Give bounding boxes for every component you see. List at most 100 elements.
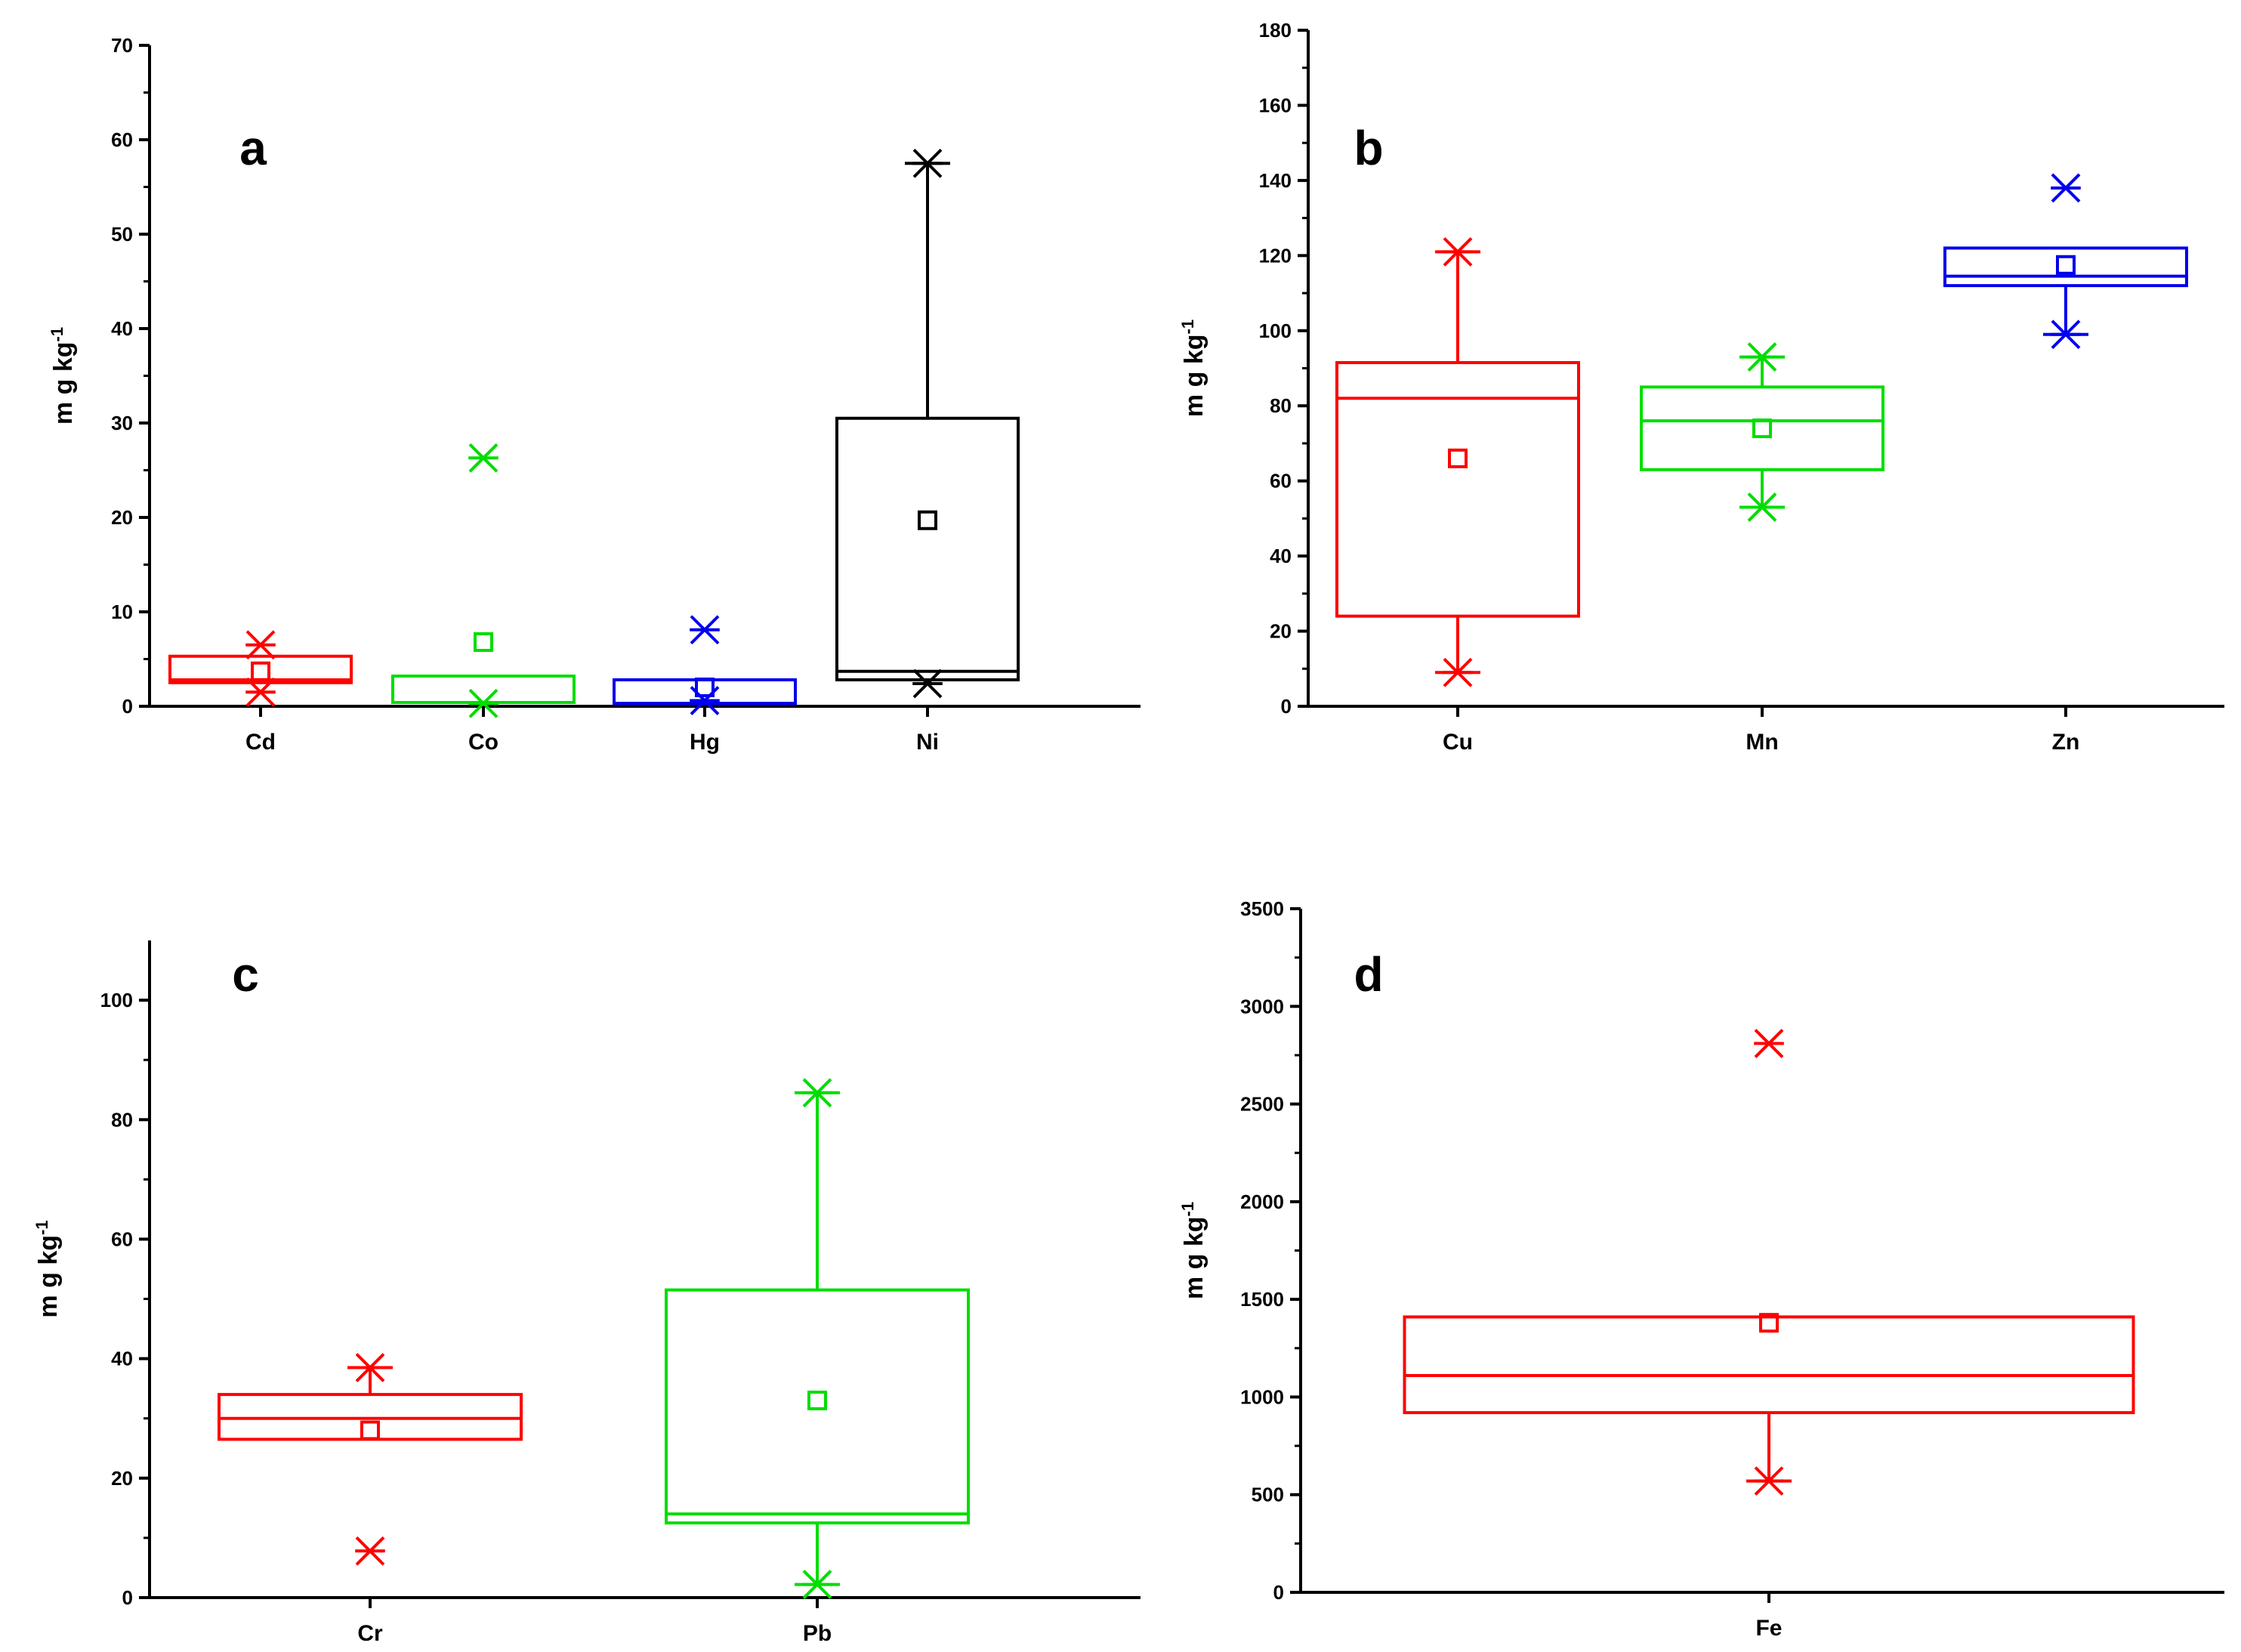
y-tick-label: 20	[111, 506, 133, 529]
y-tick-label: 2500	[1240, 1093, 1284, 1116]
max-marker	[1747, 342, 1777, 372]
y-tick-label: 30	[111, 412, 133, 434]
y-tick-label: 40	[111, 317, 133, 340]
y-tick-label: 60	[1270, 470, 1292, 493]
max-marker	[245, 630, 276, 660]
x-tick-label: Cr	[357, 1621, 383, 1646]
min-marker	[1443, 657, 1473, 687]
y-axis-label-superscript: -1	[32, 1220, 51, 1235]
mean-marker	[360, 1420, 380, 1440]
min-marker	[802, 1570, 832, 1600]
box-iqr	[391, 675, 576, 704]
max-marker	[1443, 236, 1473, 267]
max-marker	[2051, 173, 2081, 203]
box-zn	[1943, 173, 2188, 350]
y-tick-label: 40	[111, 1348, 133, 1370]
y-tick-label: 0	[122, 695, 133, 718]
y-tick-label: 0	[1281, 695, 1292, 718]
min-marker	[2051, 320, 2081, 350]
y-tick-label: 160	[1259, 94, 1292, 116]
panel-c: 0 20 40 60 80 100 m g kg-1 c Cr Pb	[32, 940, 1141, 1646]
mean-marker	[1759, 1313, 1779, 1333]
x-tick-label: Mn	[1746, 730, 1778, 755]
box-iqr	[1403, 1315, 2135, 1415]
box-ni	[835, 148, 1020, 699]
y-axis-label-main: m g kg	[34, 1235, 63, 1318]
y-tick-label: 80	[1270, 394, 1292, 417]
y-axis-label: m g kg-1	[32, 1220, 63, 1317]
panel-letter: a	[239, 121, 267, 175]
box-cu	[1335, 236, 1580, 687]
y-tick-label: 0	[122, 1586, 133, 1609]
max-marker	[912, 148, 943, 178]
mean-marker	[1752, 418, 1772, 439]
y-tick-label: 3000	[1240, 995, 1284, 1017]
y-axis-label: m g kg-1	[1178, 320, 1209, 417]
box-iqr	[1943, 246, 2188, 288]
min-marker	[1754, 1466, 1784, 1496]
box-pb	[665, 1078, 970, 1600]
y-axis-label: m g kg-1	[48, 327, 79, 425]
panel-a: 0 10 20 30 40 50 60 70 m g kg-1 a Cd Co Hg Ni	[48, 34, 1141, 755]
box-iqr	[168, 654, 353, 684]
y-axis-label-superscript: -1	[1178, 1202, 1197, 1217]
panel-letter: c	[232, 947, 259, 1002]
mean-marker	[1448, 448, 1468, 468]
y-tick-label: 2000	[1240, 1190, 1284, 1213]
mean-marker	[807, 1391, 827, 1410]
y-tick-label: 120	[1259, 244, 1292, 267]
x-tick-label: Pb	[803, 1621, 832, 1646]
y-tick-label: 180	[1259, 19, 1292, 42]
y-tick-label: 10	[111, 601, 133, 623]
y-axis-label: m g kg-1	[1178, 1202, 1209, 1299]
y-axis-label-superscript: -1	[48, 327, 66, 342]
mean-marker	[251, 661, 270, 681]
min-marker	[468, 688, 499, 718]
y-axis-label-main: m g kg	[1180, 334, 1208, 417]
min-marker	[912, 669, 943, 699]
box-cd	[168, 630, 353, 707]
box-cr	[218, 1353, 523, 1566]
y-axis-label-main: m g kg	[49, 341, 78, 425]
box-iqr	[1335, 361, 1580, 618]
x-tick-label: Cd	[245, 730, 276, 755]
x-tick-label: Fe	[1755, 1616, 1782, 1641]
y-tick-label: 60	[111, 128, 133, 151]
box-co	[391, 443, 576, 718]
box-iqr	[835, 416, 1020, 681]
x-tick-label: Ni	[916, 730, 939, 755]
y-axis-label-superscript: -1	[1178, 320, 1197, 335]
box-mn	[1640, 342, 1884, 522]
min-marker	[690, 686, 720, 715]
y-tick-label: 1000	[1240, 1385, 1284, 1408]
max-marker	[1754, 1029, 1784, 1058]
y-tick-label: 20	[1270, 620, 1292, 643]
y-tick-label: 50	[111, 223, 133, 245]
box-iqr	[665, 1288, 970, 1525]
mean-marker	[918, 510, 937, 530]
y-tick-label: 60	[111, 1227, 133, 1250]
mean-marker	[695, 678, 715, 697]
y-tick-label: 70	[111, 34, 133, 57]
y-tick-label: 40	[1270, 545, 1292, 567]
y-tick-label: 0	[1273, 1581, 1284, 1604]
max-marker	[355, 1353, 385, 1382]
y-tick-label: 500	[1252, 1484, 1284, 1506]
panel-b: 0 20 40 60 80 100 120 140 160 180 m g kg-1 b Cu Mn Zn	[1178, 19, 2224, 755]
mean-marker	[2056, 255, 2076, 275]
max-marker	[468, 443, 499, 473]
y-tick-label: 80	[111, 1108, 133, 1131]
y-tick-label: 140	[1259, 169, 1292, 192]
x-tick-label: Zn	[2052, 730, 2080, 755]
x-tick-label: Hg	[690, 730, 720, 755]
mean-marker	[474, 632, 493, 652]
panel-d: 0 500 1000 1500 2000 2500 3000 3500 m g kg-1 d Fe	[1178, 897, 2224, 1641]
max-marker	[690, 615, 720, 645]
y-axis-label-main: m g kg	[1180, 1216, 1208, 1299]
y-tick-label: 100	[100, 989, 133, 1011]
panel-letter: b	[1354, 121, 1383, 175]
min-marker	[1747, 493, 1777, 522]
min-marker	[245, 677, 276, 707]
min-marker	[355, 1536, 385, 1566]
